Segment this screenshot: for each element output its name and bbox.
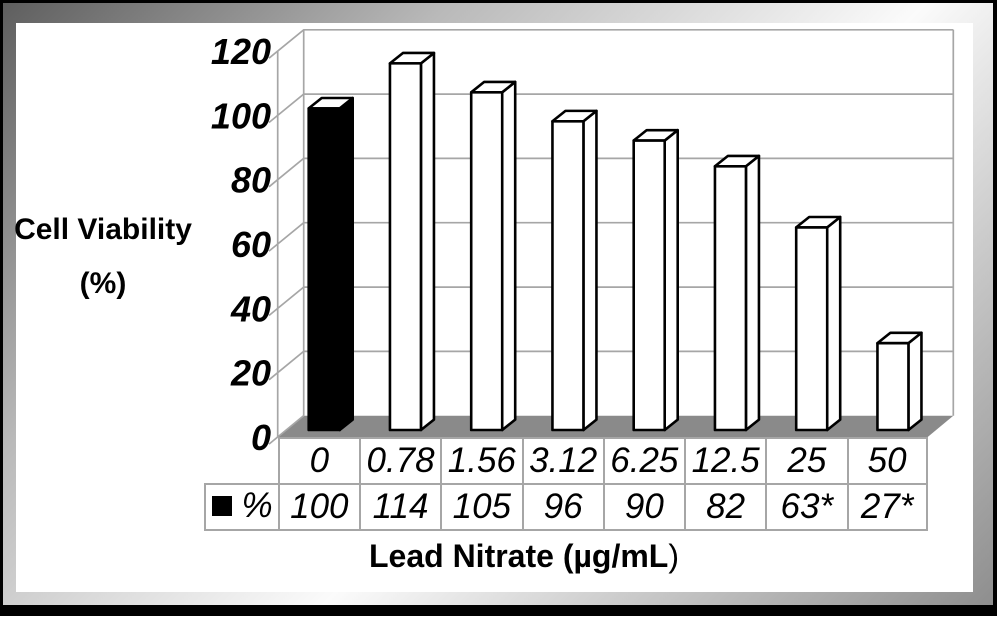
gridline: [268, 157, 954, 188]
category-cell: 0: [277, 439, 359, 483]
bar-side-face: [582, 109, 598, 432]
bar-side-face: [663, 128, 680, 432]
gridline: [268, 28, 954, 59]
bar-50: [876, 331, 923, 432]
bar-3.12: [551, 109, 598, 432]
category-cell: 6.25: [602, 439, 684, 483]
bar-front-face: [713, 164, 748, 432]
bar-1.56: [469, 80, 517, 432]
category-cell: 12.5: [684, 439, 765, 483]
value-cell: 96: [521, 485, 603, 529]
bar-25: [794, 215, 842, 432]
y-tick-label: 40: [230, 288, 271, 329]
category-cell: 3.12: [521, 439, 603, 483]
category-cell: 1.56: [440, 439, 521, 483]
x-axis-title-text: Lead Nitrate (µg/mL: [368, 538, 669, 574]
bar-side-face: [744, 154, 761, 432]
bar-side-face: [907, 331, 923, 432]
gridline: [268, 221, 954, 252]
bar-6.25: [632, 128, 680, 432]
value-cell: 27*: [846, 485, 928, 529]
gridline: [268, 415, 305, 445]
y-axis-title-line2: (%): [79, 267, 127, 300]
bar-front-face: [469, 91, 504, 432]
y-axis-title-line1: Cell Viability: [14, 213, 192, 246]
bar-front-face: [551, 119, 585, 432]
y-tick-label: 100: [211, 95, 271, 136]
table-line: [204, 529, 928, 531]
value-cell: 100: [277, 485, 359, 529]
value-cell: 90: [602, 485, 684, 529]
category-cell: 50: [846, 439, 928, 483]
bar-12.5: [713, 154, 761, 432]
y-tick-label: 20: [230, 353, 271, 394]
y-tick-label: 120: [211, 31, 271, 72]
value-cell: 63*: [765, 485, 846, 529]
value-cell: 82: [684, 485, 765, 529]
table-line: [277, 437, 928, 439]
gridline: [268, 93, 954, 124]
y-tick-label: 0: [251, 417, 271, 458]
series-name: %: [241, 486, 273, 525]
bar-front-face: [307, 107, 342, 432]
gridline: [268, 286, 954, 317]
series-key-swatch: [212, 496, 233, 516]
legend-cell: %: [204, 483, 279, 529]
gridline: [268, 350, 954, 381]
bar-side-face: [825, 215, 842, 432]
value-cell: 114: [358, 485, 440, 529]
bar-front-face: [388, 62, 423, 432]
table-line: [204, 483, 928, 485]
bar-front-face: [876, 341, 910, 432]
chart-floor: [277, 415, 954, 437]
y-tick-label: 80: [231, 160, 271, 201]
y-axis-title: Cell Viability (%): [13, 203, 193, 311]
y-tick-label: 60: [231, 224, 271, 265]
bar-front-face: [794, 226, 829, 432]
category-cell: 25: [765, 439, 846, 483]
bar-side-face: [338, 96, 355, 432]
category-cell: 0.78: [358, 439, 440, 483]
bar-front-face: [632, 139, 667, 432]
x-axis-title-paren: ): [668, 538, 679, 574]
bar-0: [307, 96, 355, 432]
bar-side-face: [500, 80, 517, 432]
bar-0.78: [388, 51, 436, 432]
value-cell: 105: [440, 485, 521, 529]
bar-side-face: [419, 51, 436, 432]
x-axis-title: Lead Nitrate (µg/mL): [274, 537, 774, 575]
